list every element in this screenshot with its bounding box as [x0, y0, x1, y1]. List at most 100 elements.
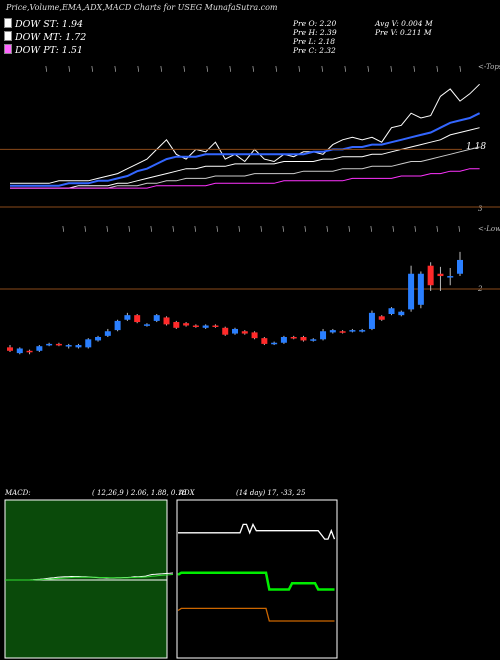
adx-series-line [177, 607, 335, 622]
adx-panel [176, 499, 338, 659]
ema-level-label: 1.18 [466, 142, 487, 152]
legend-swatch [4, 31, 12, 41]
macd-panel [4, 499, 168, 659]
macd-params: ( 12,26,9 ) 2.06, 1.88, 0.18 [92, 489, 187, 497]
candle-body [349, 330, 356, 332]
tick-mark: \ [390, 65, 392, 73]
candle-body [173, 322, 180, 328]
candle-body [46, 343, 53, 346]
candle-body [310, 339, 317, 341]
legend-label: DOW MT: 1.72 [15, 32, 87, 43]
candle-body [261, 338, 268, 344]
stat-high: Pre H: 2.39 [293, 28, 337, 37]
tick-mark: \ [298, 65, 300, 73]
candle-body [427, 265, 434, 286]
stat-close: Pre C: 2.32 [293, 46, 336, 55]
candle-body [378, 316, 385, 320]
tick-mark: \ [206, 65, 208, 73]
lows-label: <-Lows [478, 225, 500, 233]
legend-swatch [4, 18, 12, 28]
candle-body [192, 325, 199, 327]
tick-mark: \ [106, 225, 108, 233]
candle-body [55, 343, 62, 346]
macd-series-line [5, 574, 174, 581]
tick-mark: \ [114, 65, 116, 73]
candle-body [124, 315, 131, 320]
chart-title: Price,Volume,EMA,ADX,MACD Charts for USE… [6, 3, 278, 12]
tick-mark: \ [68, 65, 70, 73]
candle-body [339, 331, 346, 333]
candle-body [280, 337, 287, 343]
adx-title: ADX [179, 489, 195, 497]
tick-mark: \ [275, 65, 277, 73]
candle-body [222, 327, 229, 335]
ema-series-line [10, 83, 480, 184]
candle-body [241, 331, 248, 334]
tick-mark: \ [252, 65, 254, 73]
candle-body [104, 331, 111, 336]
tick-mark: \ [321, 65, 323, 73]
candle-body [26, 350, 33, 353]
candle-body [359, 330, 366, 332]
candle-body [16, 348, 23, 354]
legend-item: DOW PT: 1.51 [4, 44, 83, 56]
tick-mark: \ [326, 225, 328, 233]
candle-body [251, 332, 258, 339]
legend-label: DOW ST: 1.94 [15, 19, 84, 30]
candle-body [36, 346, 43, 351]
tick-mark: \ [436, 225, 438, 233]
legend-item: DOW MT: 1.72 [4, 31, 86, 43]
tick-mark: \ [128, 225, 130, 233]
tick-mark: \ [62, 225, 64, 233]
candle-body [163, 317, 170, 325]
tick-mark: \ [458, 225, 460, 233]
tick-mark: \ [304, 225, 306, 233]
adx-series-line [177, 571, 335, 591]
candle-body [290, 337, 297, 339]
macd-title: MACD: [5, 489, 31, 497]
tick-mark: \ [348, 225, 350, 233]
tick-mark: \ [194, 225, 196, 233]
candle-body [85, 339, 92, 348]
tick-mark: \ [413, 65, 415, 73]
candle-body [232, 328, 238, 334]
candle-body [212, 325, 219, 327]
legend-item: DOW ST: 1.94 [4, 18, 83, 30]
tick-mark: \ [160, 65, 162, 73]
candle-body [329, 330, 336, 333]
legend-swatch [4, 44, 12, 54]
tick-mark: \ [229, 65, 231, 73]
ema-series-line [10, 112, 481, 187]
candle-body [300, 337, 307, 341]
tick-mark: \ [238, 225, 240, 233]
tick-mark: \ [172, 225, 174, 233]
candle-body [368, 312, 375, 329]
ema-series-line [10, 146, 480, 189]
tick-mark: \ [216, 225, 218, 233]
tick-mark: \ [344, 65, 346, 73]
stat-low: Pre L: 2.18 [293, 37, 336, 46]
candle-body [114, 320, 121, 331]
candle-body [437, 273, 444, 277]
candle-body [134, 315, 141, 323]
tick-mark: \ [436, 65, 438, 73]
tops-label: <-Tops [478, 63, 500, 71]
ema-series-line [10, 168, 480, 189]
candle-body [447, 276, 454, 278]
stat-avg-volume: Avg V: 0.004 M [375, 19, 433, 28]
adx-series-line [178, 522, 336, 540]
candle-body [65, 345, 72, 347]
tick-mark: \ [367, 65, 369, 73]
candle-body [183, 323, 190, 326]
candle-body [143, 324, 150, 326]
tick-mark: \ [260, 225, 262, 233]
tick-mark: \ [414, 225, 416, 233]
candle-body [398, 311, 405, 316]
candle-body [388, 308, 395, 314]
tick-mark: \ [91, 65, 93, 73]
candle-body [457, 259, 463, 274]
tick-mark: \ [84, 225, 86, 233]
tick-mark: \ [137, 65, 139, 73]
candle-body [7, 347, 13, 351]
tick-mark: \ [282, 225, 284, 233]
